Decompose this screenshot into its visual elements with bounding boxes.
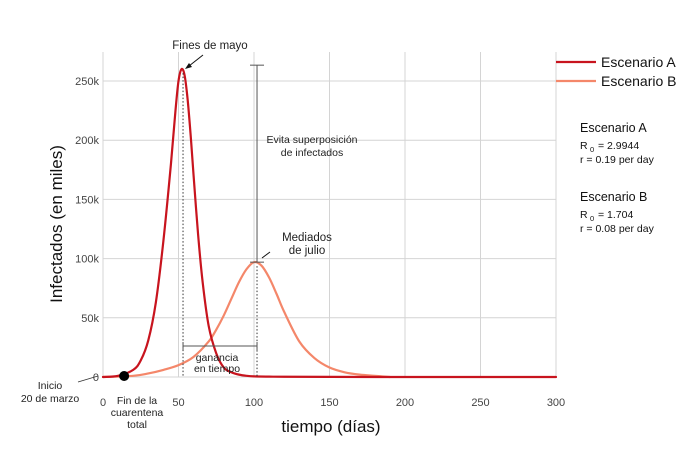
annotation-fines-mayo: Fines de mayo bbox=[172, 40, 247, 52]
legend: Escenario A Escenario B bbox=[556, 54, 676, 89]
x-tick-label: 150 bbox=[320, 397, 338, 409]
stats-b-title: Escenario B bbox=[580, 190, 647, 204]
annotation-mediados-1: Mediados bbox=[282, 232, 332, 244]
y-tick-label: 50k bbox=[81, 313, 99, 325]
stats-a-r0-sub: 0 bbox=[590, 145, 594, 154]
stats-a-title: Escenario A bbox=[580, 121, 647, 135]
x-tick-label: 250 bbox=[471, 397, 489, 409]
fines-mayo-arrow-head bbox=[185, 63, 192, 69]
x-tick-label: 200 bbox=[396, 397, 414, 409]
inicio-connector bbox=[77, 375, 99, 383]
x-tick-label: 0 bbox=[100, 397, 106, 409]
legend-label-b: Escenario B bbox=[601, 73, 676, 89]
y-tick-label: 0 bbox=[93, 372, 99, 384]
x-tick-label: 50 bbox=[172, 397, 184, 409]
stats-a: Escenario A R 0 = 2.9944 r = 0.19 per da… bbox=[580, 121, 655, 166]
stats-b: Escenario B R 0 = 1.704 r = 0.08 per day bbox=[580, 190, 655, 235]
y-tick-label: 100k bbox=[75, 254, 99, 266]
annotation-ganancia-2: en tiempo bbox=[194, 363, 240, 375]
annotation-mediados-2: de julio bbox=[289, 245, 325, 257]
stats-a-r0-prefix: R bbox=[580, 140, 588, 152]
y-tick-label: 250k bbox=[75, 76, 99, 88]
annotation-fin-2: cuarentena bbox=[111, 407, 164, 419]
annotation-inicio-2: 20 de marzo bbox=[21, 393, 80, 405]
series-lines bbox=[101, 67, 558, 379]
grid bbox=[102, 52, 557, 378]
annotation-evita-2: de infectados bbox=[281, 147, 343, 159]
x-tick-label: 300 bbox=[547, 397, 565, 409]
series-escenario-b-line bbox=[101, 260, 391, 379]
series-escenario-a-line bbox=[101, 67, 558, 379]
annotation-inicio-1: Inicio bbox=[38, 380, 63, 392]
stats-b-r0-sub: 0 bbox=[590, 214, 594, 223]
annotation-fin-1: Fin de la bbox=[117, 395, 157, 407]
y-axis-label: Infectados (en miles) bbox=[47, 145, 66, 303]
annotation-evita-1: Evita superposición bbox=[266, 134, 357, 146]
x-tick-label: 100 bbox=[245, 397, 263, 409]
annotation-fin-3: total bbox=[127, 419, 147, 431]
stats-a-r0-value: = 2.9944 bbox=[598, 140, 639, 152]
x-axis-ticks: 0 50 100 150 200 250 300 bbox=[100, 397, 565, 409]
y-axis-ticks: 0 50k 100k 150k 200k 250k bbox=[75, 76, 99, 384]
mediados-julio-connector bbox=[261, 251, 271, 259]
stats-b-r: r = 0.08 per day bbox=[580, 223, 655, 235]
stats-b-r0-prefix: R bbox=[580, 209, 588, 221]
x-axis-label: tiempo (días) bbox=[281, 417, 380, 436]
fines-mayo-arrow-line bbox=[188, 54, 204, 67]
annotation-ganancia-1: ganancia bbox=[196, 352, 239, 364]
y-tick-label: 150k bbox=[75, 194, 99, 206]
stats-a-r: r = 0.19 per day bbox=[580, 154, 655, 166]
stats-b-r0-value: = 1.704 bbox=[598, 209, 633, 221]
legend-label-a: Escenario A bbox=[601, 54, 676, 70]
y-tick-label: 200k bbox=[75, 135, 99, 147]
end-quarantine-marker bbox=[119, 371, 130, 381]
annotations: Fines de mayo Mediados de julio Evita su… bbox=[21, 40, 358, 431]
